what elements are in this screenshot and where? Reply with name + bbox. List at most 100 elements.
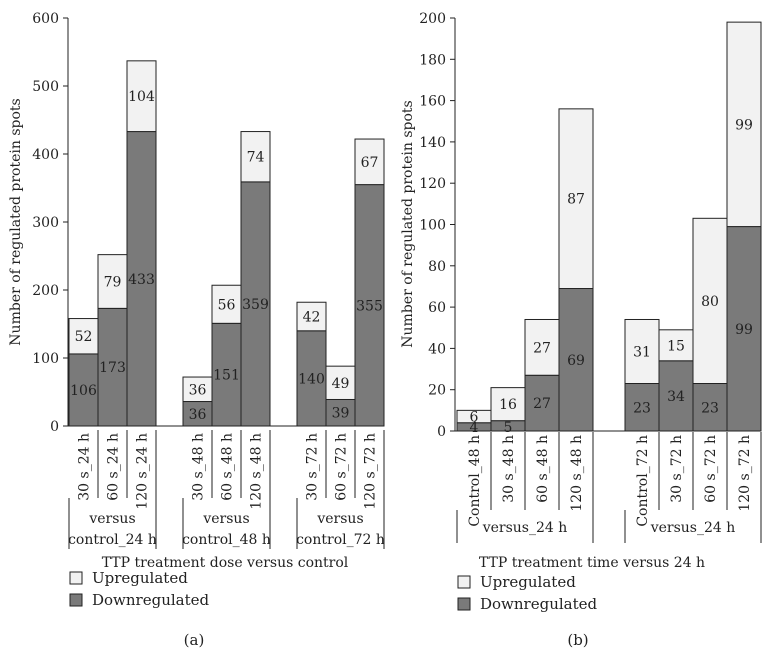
x-category-label: 30 s_48 h — [191, 433, 207, 501]
y-tick-label: 120 — [419, 176, 446, 192]
x-category-label: 30 s_48 h — [501, 435, 517, 503]
data-label-downregulated: 106 — [70, 383, 97, 399]
data-label-downregulated: 4 — [470, 420, 479, 436]
bar-upregulated — [325, 365, 356, 400]
bar-upregulated — [296, 301, 327, 332]
data-label-upregulated: 99 — [735, 117, 753, 133]
bar-upregulated — [354, 138, 385, 186]
x-category-label: 60 s_48 h — [220, 433, 236, 501]
group-label: versus_24 h — [650, 520, 736, 536]
data-label-upregulated: 6 — [470, 410, 479, 426]
y-tick-label: 0 — [50, 419, 59, 435]
legend-swatch-downregulated — [457, 597, 471, 611]
group-label: versus_24 h — [482, 520, 568, 536]
y-tick-label: 500 — [32, 79, 59, 95]
legend-label-upregulated: Upregulated — [480, 573, 576, 591]
group-label: versus — [202, 511, 249, 527]
data-label-downregulated: 359 — [242, 297, 269, 313]
data-label-downregulated: 355 — [356, 298, 383, 314]
y-tick-label: 140 — [419, 135, 446, 151]
bar-upregulated — [692, 217, 728, 385]
x-axis-title: TTP treatment time versus 24 h — [479, 555, 705, 571]
group-label: control_48 h — [182, 532, 271, 548]
x-category-label: 30 s_72 h — [669, 435, 685, 503]
x-category-label: 120 s_24 h — [135, 433, 151, 510]
y-tick-label: 60 — [428, 300, 446, 316]
data-label-downregulated: 34 — [667, 389, 685, 405]
bar-upregulated — [524, 318, 560, 376]
data-label-upregulated: 15 — [667, 338, 685, 354]
x-category-label: 120 s_72 h — [363, 433, 379, 510]
data-label-upregulated: 56 — [218, 297, 236, 313]
group-label: control_24 h — [68, 532, 157, 548]
panel-a-chart: 0 100 200 300 400 500 600 Number of regulated p… — [8, 11, 385, 649]
data-label-upregulated: 74 — [247, 150, 265, 166]
y-tick-label: 180 — [419, 52, 446, 68]
data-label-upregulated: 80 — [701, 294, 719, 310]
y-axis-title: Number of regulated protein spots — [400, 100, 416, 347]
y-tick-label: 80 — [428, 259, 446, 275]
bar-upregulated — [624, 318, 660, 385]
bar-downregulated — [354, 184, 385, 427]
x-category-label: 60 s_72 h — [703, 435, 719, 503]
x-category-label: 30 s_24 h — [77, 433, 93, 501]
legend-label-downregulated: Downregulated — [480, 595, 598, 613]
data-label-upregulated: 49 — [332, 376, 350, 392]
data-label-upregulated: 67 — [361, 155, 379, 171]
x-category-label: 60 s_24 h — [106, 433, 122, 501]
data-label-downregulated: 433 — [128, 272, 155, 288]
data-label-downregulated: 69 — [567, 353, 585, 369]
panel-label: (b) — [567, 631, 588, 649]
y-tick-label: 100 — [419, 218, 446, 234]
y-tick-label: 300 — [32, 215, 59, 231]
y-tick-label: 160 — [419, 94, 446, 110]
y-tick-label: 20 — [428, 383, 446, 399]
x-category-label: Control_72 h — [635, 435, 651, 527]
group-label: versus — [88, 511, 135, 527]
data-label-upregulated: 42 — [303, 310, 321, 326]
bar-downregulated — [726, 226, 762, 432]
x-category-label: Control_48 h — [467, 435, 483, 527]
data-label-downregulated: 5 — [504, 420, 513, 436]
bar-upregulated — [97, 254, 128, 309]
y-tick-label: 0 — [437, 424, 446, 440]
data-label-upregulated: 36 — [189, 382, 207, 398]
bar-downregulated — [558, 288, 594, 432]
x-category-label: 120 s_48 h — [249, 433, 265, 510]
y-tick-label: 100 — [32, 351, 59, 367]
y-tick-label: 200 — [32, 283, 59, 299]
bar-upregulated — [240, 131, 271, 183]
bar-upregulated — [126, 60, 157, 133]
legend-swatch-upregulated — [69, 571, 83, 585]
panel-b-chart: 0 20 40 60 80 100 120 140 160 180 200 Number of reg… — [400, 11, 762, 649]
data-label-downregulated: 23 — [633, 400, 651, 416]
x-category-label: 60 s_72 h — [334, 433, 350, 501]
data-label-upregulated: 52 — [75, 329, 93, 345]
bar-downregulated — [692, 383, 728, 432]
data-label-downregulated: 151 — [213, 368, 240, 384]
data-label-upregulated: 87 — [567, 192, 585, 208]
legend-label-upregulated: Upregulated — [92, 569, 188, 587]
data-label-downregulated: 140 — [298, 371, 325, 387]
data-label-downregulated: 23 — [701, 400, 719, 416]
data-label-upregulated: 79 — [104, 275, 122, 291]
bar-upregulated — [211, 284, 242, 324]
y-tick-label: 400 — [32, 147, 59, 163]
group-label: versus — [316, 511, 363, 527]
data-label-downregulated: 27 — [533, 396, 551, 412]
x-category-label: 120 s_48 h — [569, 435, 585, 512]
y-tick-label: 600 — [32, 11, 59, 27]
panel-label: (a) — [184, 631, 205, 649]
data-label-upregulated: 27 — [533, 340, 551, 356]
data-label-upregulated: 16 — [499, 397, 517, 413]
data-label-downregulated: 173 — [99, 360, 126, 376]
bar-upregulated — [726, 21, 762, 228]
data-label-upregulated: 31 — [633, 344, 651, 360]
y-tick-label: 200 — [419, 11, 446, 27]
legend-swatch-upregulated — [457, 575, 471, 589]
y-axis-title: Number of regulated protein spots — [8, 98, 24, 345]
bar-upregulated — [68, 318, 99, 355]
y-tick-label: 40 — [428, 341, 446, 357]
data-label-downregulated: 36 — [189, 407, 207, 423]
